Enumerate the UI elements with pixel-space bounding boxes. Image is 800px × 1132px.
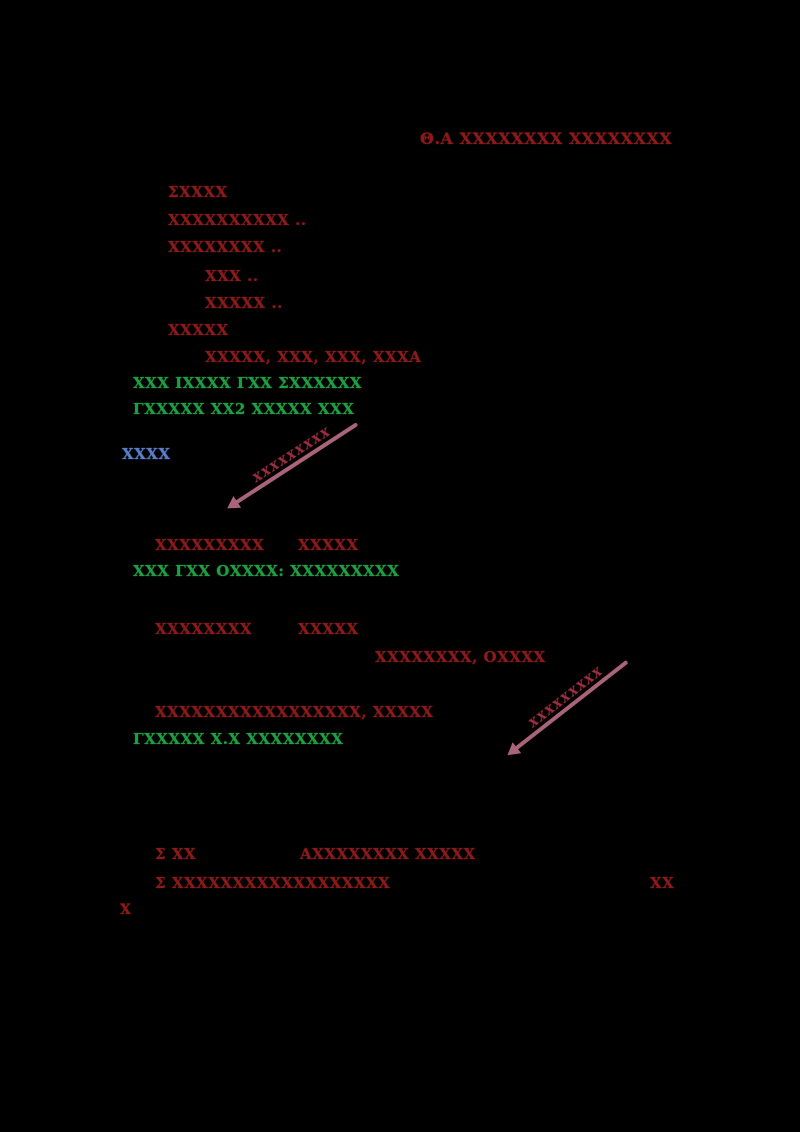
footer-row-1-left: Σ ΧΧ xyxy=(155,845,197,863)
signature-annotation-1: ΧΧΧΧΧΧΧΧΧ xyxy=(220,413,360,515)
footer-page-ref: ΧΧ xyxy=(650,874,675,892)
blue-link[interactable]: ΧΧΧΧ xyxy=(122,445,171,463)
info-line-3: ΧΧΧΧΧΧΧΧ .. xyxy=(168,238,283,256)
signature-1-stroke xyxy=(231,422,359,507)
info-line-4: ΧΧΧ .. xyxy=(205,267,259,285)
body-row-2-right: ΧΧΧΧΧ xyxy=(298,620,359,638)
body-row-2-left: ΧΧΧΧΧΧΧΧ xyxy=(155,620,253,638)
body-row-1-left: ΧΧΧΧΧΧΧΧΧ xyxy=(155,536,265,554)
footer-mark: Χ xyxy=(120,902,132,918)
green-note-4: ΓΧΧΧΧΧ Χ.Χ ΧΧΧΧΧΧΧΧ xyxy=(133,730,344,748)
footer-row-2-left: Σ ΧΧΧΧΧΧΧΧΧΧΧΧΧΧΧΧΧΧ xyxy=(155,874,391,892)
signature-2-stroke xyxy=(510,659,629,754)
green-note-2: ΓΧΧΧΧΧ ΧΧ2 ΧΧΧΧΧ ΧΧΧ xyxy=(133,400,355,418)
info-line-7: ΧΧΧΧΧ, ΧΧΧ, ΧΧΧ, ΧΧΧΑ xyxy=(205,348,422,366)
body-row-4: ΧΧΧΧΧΧΧΧΧΧΧΧΧΧΧΧΧ, ΧΧΧΧΧ xyxy=(155,703,434,721)
info-line-6: ΧΧΧΧΧ xyxy=(168,321,229,339)
info-line-5: ΧΧΧΧΧ .. xyxy=(205,294,283,312)
info-line-1: ΣΧΧΧΧ xyxy=(168,183,228,201)
signature-annotation-2: ΧΧΧΧΧΧΧΧΧ xyxy=(499,651,630,761)
letterhead-title: Θ.Α ΧΧΧΧΧΧΧΧ ΧΧΧΧΧΧΧΧ xyxy=(420,129,673,148)
footer-row-1-right: ΑΧΧΧΧΧΧΧΧ ΧΧΧΧΧ xyxy=(300,845,476,863)
body-row-3: ΧΧΧΧΧΧΧΧ, ΟΧΧΧΧ xyxy=(375,648,546,666)
signature-1-text: ΧΧΧΧΧΧΧΧΧ xyxy=(250,424,334,485)
info-line-2: ΧΧΧΧΧΧΧΧΧΧ .. xyxy=(168,211,307,229)
body-row-1-right: ΧΧΧΧΧ xyxy=(298,536,359,554)
green-note-3: ΧΧΧ ΓΧΧ ΟΧΧΧΧ: ΧΧΧΧΧΧΧΧΧ xyxy=(133,562,400,580)
green-note-1: ΧΧΧ ΙΧΧΧΧ ΓΧΧ ΣΧΧΧΧΧΧ xyxy=(133,374,363,392)
